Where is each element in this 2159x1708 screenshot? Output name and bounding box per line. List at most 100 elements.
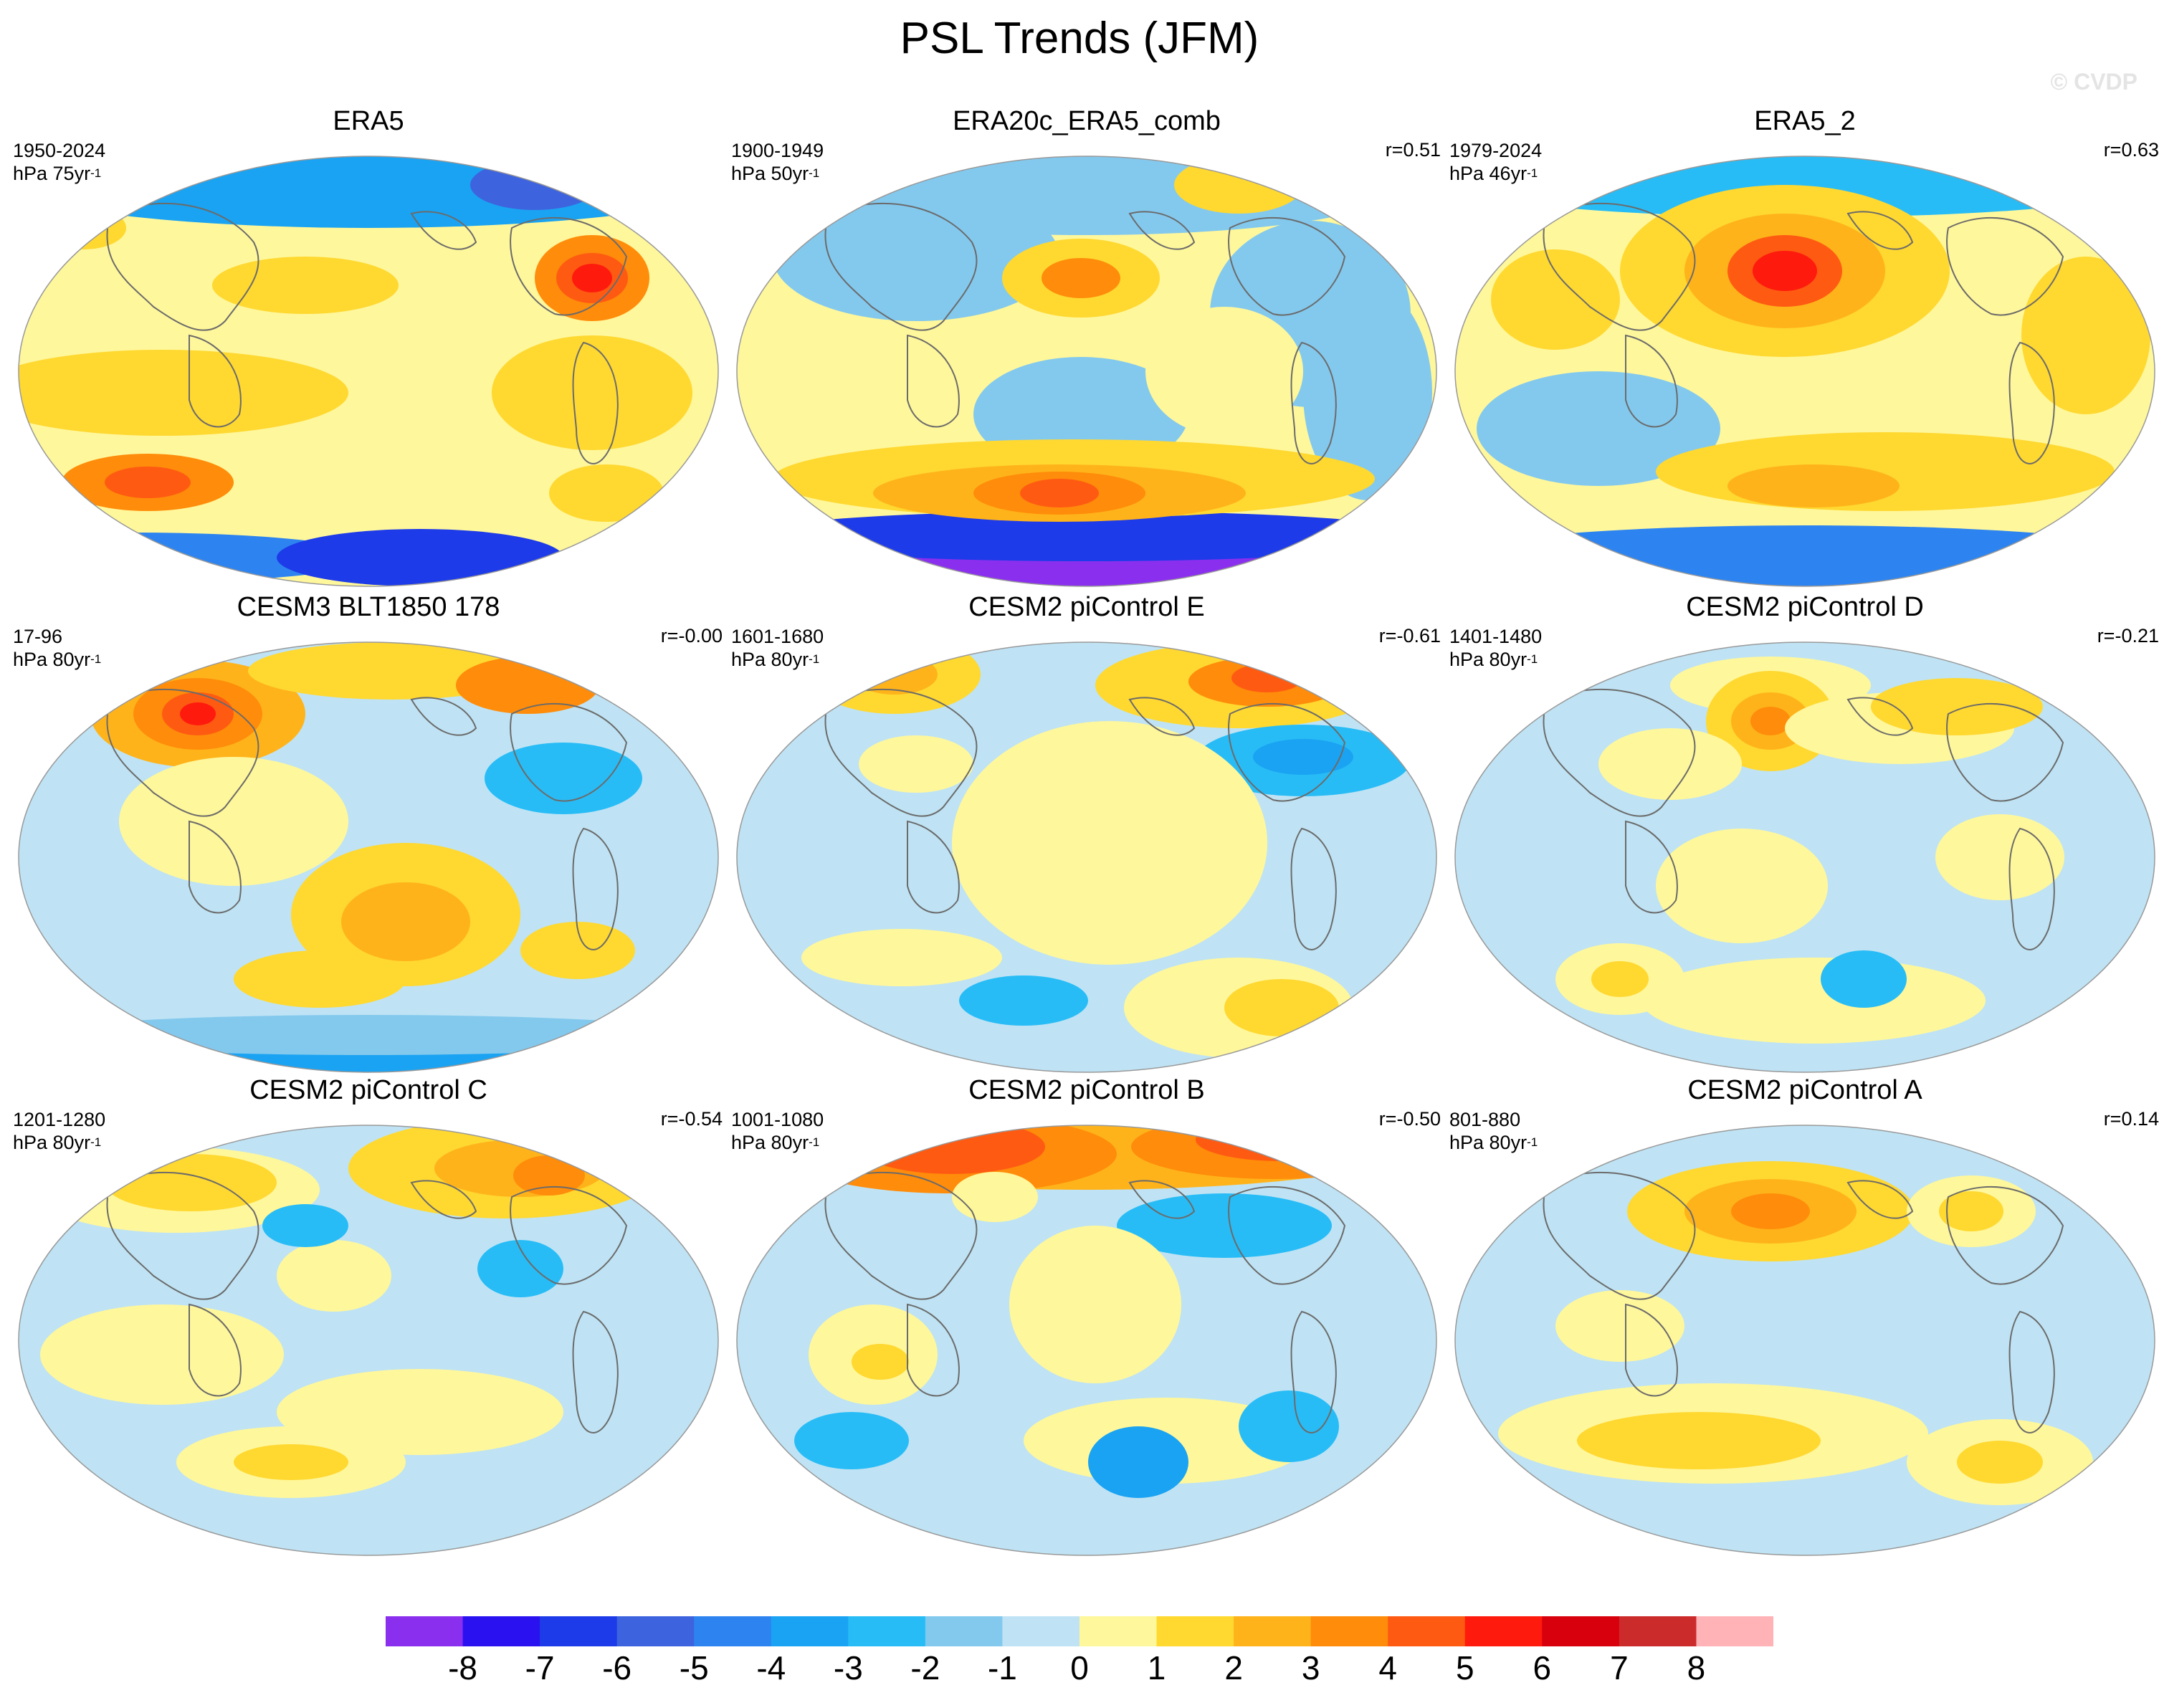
trend-contour <box>2021 257 2150 414</box>
trend-contour <box>341 882 470 961</box>
trend-contour <box>1656 432 2115 511</box>
coastline <box>1290 1310 1337 1433</box>
trend-contour <box>959 975 1088 1026</box>
pattern-correlation: r=-0.61 <box>1378 625 1441 647</box>
panel-period: 17-96 <box>13 626 63 647</box>
trend-contour <box>470 160 599 210</box>
coastline <box>907 334 960 428</box>
colorbar-swatch <box>1310 1616 1388 1646</box>
trend-contour <box>1231 664 1303 692</box>
panel-units-base: hPa 46yr <box>1449 163 1527 184</box>
panel-units: hPa 46yr-1 <box>1449 162 1538 188</box>
coastline <box>1543 1171 1696 1300</box>
panel-units: hPa 75yr-1 <box>13 162 101 188</box>
panel-units-base: hPa 80yr <box>731 1132 809 1153</box>
pattern-correlation: r=-0.50 <box>1378 1108 1441 1130</box>
trend-contour <box>485 743 642 814</box>
colorbar-tick-label: 4 <box>1378 1649 1398 1686</box>
trend-contour <box>477 1240 563 1297</box>
colorbar-swatch <box>925 1616 1003 1646</box>
panel-period: 1401-1480 <box>1449 626 1543 647</box>
trend-contour <box>1555 1290 1684 1362</box>
coastline <box>1128 1180 1196 1219</box>
coastline <box>2008 827 2055 950</box>
trend-contour <box>277 1240 391 1312</box>
coastline <box>510 216 628 316</box>
panel-units-exponent: -1 <box>1527 166 1538 180</box>
coastline <box>1290 827 1337 950</box>
panel-units-exponent: -1 <box>809 166 820 180</box>
panel-title: CESM2 piControl E <box>968 592 1205 622</box>
trend-contour <box>119 757 348 886</box>
trend-contour <box>1145 307 1303 436</box>
trend-contour <box>180 702 216 725</box>
map-border <box>736 156 1437 587</box>
coastline <box>2008 341 2055 464</box>
trend-contour <box>1224 979 1339 1036</box>
colorbar-swatch <box>540 1616 618 1646</box>
coastline <box>1846 211 1914 250</box>
coastline <box>1228 1185 1346 1285</box>
coastline <box>907 1303 960 1397</box>
panel-units-base: hPa 80yr <box>13 649 91 670</box>
colorbar-swatch <box>1156 1616 1234 1646</box>
coastline <box>410 697 477 736</box>
coastline <box>1128 697 1196 736</box>
colorbar-tick-label: -5 <box>679 1649 709 1686</box>
trend-contour <box>1727 464 1900 507</box>
map-panel: CESM2 piControl A 801-880 hPa 80yr-1 r=0.14 <box>1447 1075 2159 1563</box>
coastline <box>1946 216 2064 316</box>
trend-contour <box>1174 156 1303 214</box>
panel-units-base: hPa 80yr <box>731 649 809 670</box>
coastline <box>189 1303 242 1397</box>
panel-title: CESM2 piControl C <box>249 1075 487 1105</box>
trend-contour <box>1289 1125 1360 1150</box>
trend-contour <box>859 735 973 793</box>
panel-units-base: hPa 75yr <box>13 163 91 184</box>
colorbar-tick-label: -4 <box>756 1649 786 1686</box>
panel-period: 1950-2024 <box>13 140 106 161</box>
trend-contour <box>549 464 664 522</box>
pattern-correlation: r=-0.00 <box>660 625 723 647</box>
coastline <box>106 1171 259 1300</box>
panel-title: ERA5 <box>333 106 404 136</box>
panel-units: hPa 80yr-1 <box>1449 648 1538 674</box>
coastline <box>824 1171 978 1300</box>
trend-contour <box>320 414 520 472</box>
map-border <box>1454 156 2155 587</box>
psl-trend-map <box>736 1125 1437 1556</box>
figure-title: PSL Trends (JFM) <box>900 14 1259 63</box>
colorbar-tick-label: -1 <box>987 1649 1017 1686</box>
coastline <box>572 827 619 950</box>
trend-contour <box>520 922 635 979</box>
map-panel: CESM2 piControl E 1601-1680 hPa 80yr-1 r=-0… <box>728 592 1445 1079</box>
trend-contour <box>1088 1426 1188 1498</box>
psl-trend-map <box>18 1125 719 1556</box>
colorbar-swatch <box>771 1616 849 1646</box>
map-panel: ERA20c_ERA5_comb 1900-1949 hPa 50yr-1 r=0.5… <box>728 106 1445 593</box>
colorbar-tick-label: 0 <box>1070 1649 1089 1686</box>
pattern-correlation: r=0.63 <box>2103 139 2159 161</box>
coastline <box>1625 1303 1678 1397</box>
trend-contour <box>1253 739 1353 775</box>
trend-contour <box>1042 258 1120 298</box>
coastline <box>1625 820 1678 914</box>
panel-title: CESM2 piControl B <box>968 1075 1205 1105</box>
coastline <box>1228 702 1346 802</box>
colorbar-swatch <box>1619 1616 1697 1646</box>
panel-title: CESM2 piControl A <box>1687 1075 1922 1105</box>
pattern-correlation: r=-0.54 <box>660 1108 723 1130</box>
trend-contour <box>234 950 406 1008</box>
map-border <box>18 1125 719 1556</box>
panel-period: 1979-2024 <box>1449 140 1543 161</box>
trend-contour <box>1871 678 2043 735</box>
coastline <box>410 1180 477 1219</box>
panel-units-exponent: -1 <box>1527 652 1538 666</box>
trend-contour <box>1009 1226 1181 1383</box>
colorbar-swatch <box>1234 1616 1312 1646</box>
colorbar-tick-label: -2 <box>910 1649 940 1686</box>
trend-contour <box>234 1444 348 1480</box>
panel-units: hPa 80yr-1 <box>731 1131 819 1157</box>
trend-contour <box>1750 707 1791 735</box>
coastline <box>510 702 628 802</box>
